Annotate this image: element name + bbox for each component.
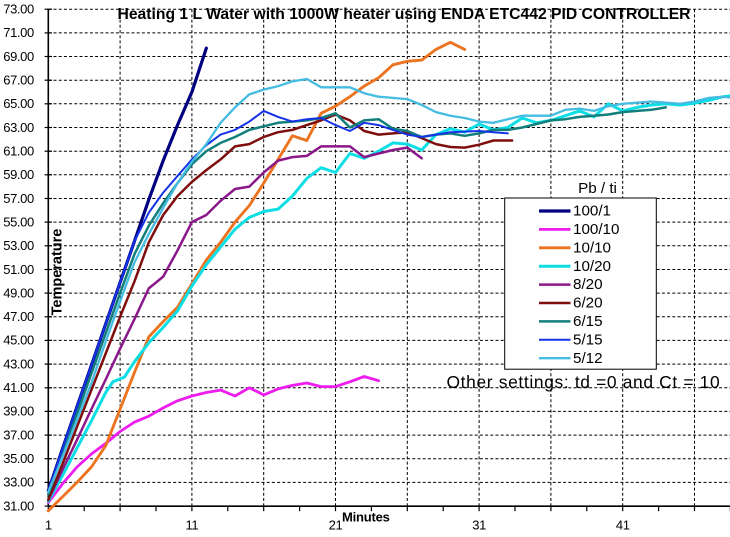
svg-text:73.00: 73.00	[3, 2, 34, 17]
svg-text:59.00: 59.00	[3, 167, 34, 182]
svg-text:Minutes: Minutes	[342, 510, 390, 525]
svg-text:41.00: 41.00	[3, 380, 34, 395]
svg-text:35.00: 35.00	[3, 451, 34, 466]
svg-text:6/20: 6/20	[573, 295, 603, 312]
svg-text:5/15: 5/15	[573, 331, 603, 348]
svg-text:6/15: 6/15	[573, 313, 603, 330]
svg-text:10/20: 10/20	[573, 258, 611, 275]
svg-text:41: 41	[616, 518, 630, 533]
svg-text:37.00: 37.00	[3, 427, 34, 442]
svg-text:Temperature: Temperature	[50, 229, 66, 316]
svg-text:55.00: 55.00	[3, 214, 34, 229]
svg-text:67.00: 67.00	[3, 73, 34, 88]
svg-text:31: 31	[472, 518, 486, 533]
svg-text:61.00: 61.00	[3, 144, 34, 159]
svg-text:10/10: 10/10	[573, 239, 611, 256]
svg-text:49.00: 49.00	[3, 285, 34, 300]
svg-text:43.00: 43.00	[3, 356, 34, 371]
svg-text:Heating 1 L Water with 1000W h: Heating 1 L Water with 1000W heater usin…	[118, 6, 691, 23]
svg-text:31.00: 31.00	[3, 498, 34, 513]
svg-text:71.00: 71.00	[3, 25, 34, 40]
svg-text:53.00: 53.00	[3, 238, 34, 253]
svg-text:33.00: 33.00	[3, 475, 34, 490]
svg-text:57.00: 57.00	[3, 191, 34, 206]
svg-text:5/12: 5/12	[573, 350, 603, 367]
svg-text:8/20: 8/20	[573, 276, 603, 293]
svg-text:100/10: 100/10	[573, 221, 619, 238]
svg-text:65.00: 65.00	[3, 96, 34, 111]
svg-text:1: 1	[45, 518, 52, 533]
svg-text:51.00: 51.00	[3, 262, 34, 277]
svg-text:100/1: 100/1	[573, 203, 611, 220]
svg-text:Pb / ti: Pb / ti	[578, 180, 617, 197]
svg-text:63.00: 63.00	[3, 120, 34, 135]
svg-text:47.00: 47.00	[3, 309, 34, 324]
svg-text:69.00: 69.00	[3, 49, 34, 64]
svg-text:11: 11	[186, 518, 199, 533]
svg-text:39.00: 39.00	[3, 404, 34, 419]
svg-text:Other settings: td =0 and Ct =: Other settings: td =0 and Ct = 10	[447, 372, 721, 392]
svg-text:45.00: 45.00	[3, 333, 34, 348]
svg-text:21: 21	[329, 518, 343, 533]
